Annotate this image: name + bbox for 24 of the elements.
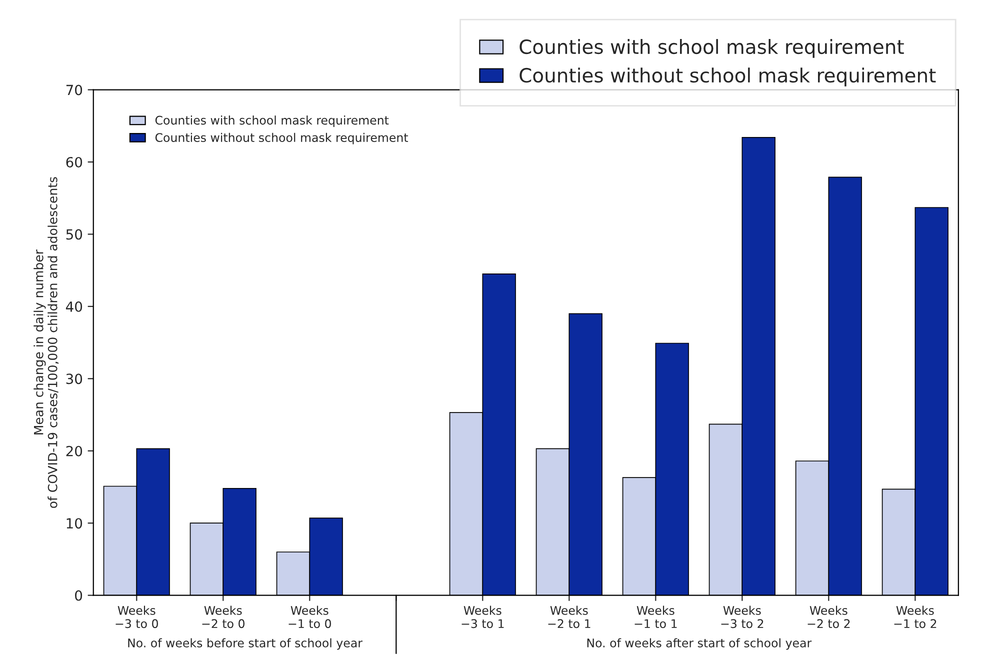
x-tick-label: Weeks −1 to 0 (288, 606, 331, 628)
text: Counties without school mask requirement (520, 68, 936, 86)
y-tick-label: 70 (66, 84, 82, 96)
text: No. of weeks after start of school year (587, 638, 812, 650)
text: No. of weeks before start of school year (128, 638, 362, 650)
x-tick-label: Weeks −3 to 2 (721, 606, 764, 628)
text: Counties with school mask requirement (520, 39, 904, 58)
y-tick-label: 30 (66, 374, 82, 384)
y-tick-label: 60 (66, 156, 82, 168)
x-tick-label: Weeks −1 to 1 (634, 606, 677, 628)
x-tick-label: Weeks −2 to 2 (808, 606, 850, 628)
y-tick-label: 40 (66, 301, 82, 312)
y-tick-label: 50 (66, 229, 82, 240)
y-tick-label: 0 (75, 590, 82, 601)
y-tick-label: 20 (66, 446, 82, 456)
x-tick-label: Weeks −2 to 1 (548, 606, 590, 628)
x-tick-label: Weeks −2 to 0 (202, 606, 244, 628)
legend-label: Counties with school mask requirement (155, 116, 389, 127)
y-axis-title: Mean change in daily number of COVID-19 cases/100,000 children and adolescents (34, 177, 59, 508)
x-tick-label: Weeks −3 to 1 (462, 606, 504, 628)
legend-label: Counties without school mask requirement (155, 132, 408, 144)
x-tick-label: Weeks −1 to 2 (894, 606, 936, 628)
y-tick-label: 10 (66, 518, 82, 529)
x-tick-label: Weeks −3 to 0 (116, 606, 158, 628)
